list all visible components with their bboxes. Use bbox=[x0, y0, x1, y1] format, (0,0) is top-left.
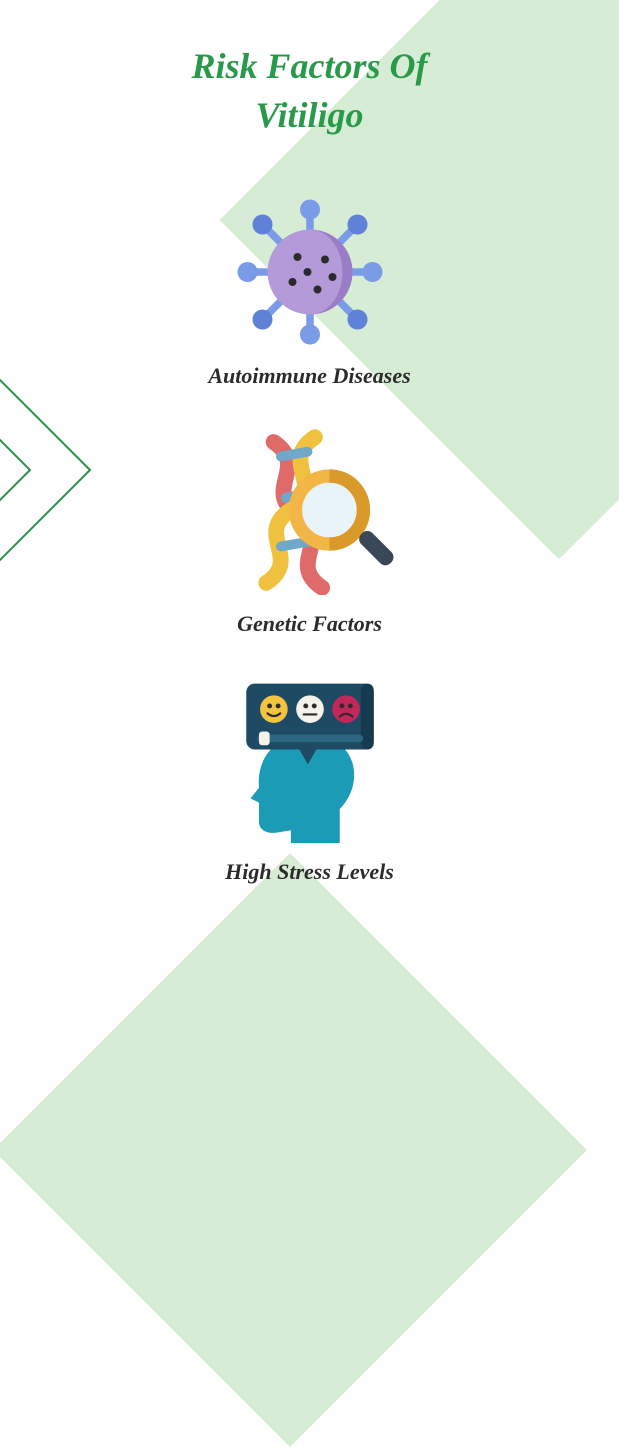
risk-label-genetic: Genetic Factors bbox=[237, 611, 382, 637]
risk-factor-genetic: Genetic Factors bbox=[225, 425, 395, 637]
stress-head-icon bbox=[225, 673, 395, 843]
risk-label-autoimmune: Autoimmune Diseases bbox=[208, 363, 410, 389]
virus-icon bbox=[235, 197, 385, 347]
risk-label-stress: High Stress Levels bbox=[225, 859, 394, 885]
page-title: Risk Factors Of Vitiligo bbox=[191, 42, 427, 139]
risk-factor-stress: High Stress Levels bbox=[225, 673, 395, 885]
title-line1: Risk Factors Of bbox=[191, 46, 427, 86]
dna-magnifier-icon bbox=[225, 425, 395, 595]
title-line2: Vitiligo bbox=[255, 95, 363, 135]
risk-factor-autoimmune: Autoimmune Diseases bbox=[208, 197, 410, 389]
